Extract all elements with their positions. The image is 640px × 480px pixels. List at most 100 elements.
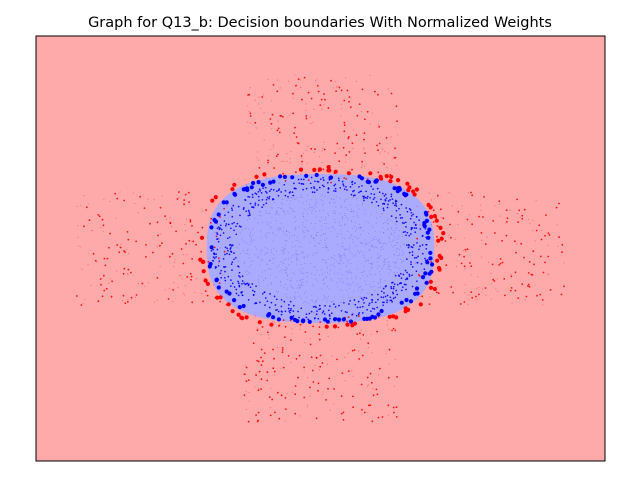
class0-point	[171, 252, 174, 255]
class1-point	[326, 267, 328, 270]
class0-point	[437, 292, 440, 295]
class1-point	[266, 248, 268, 250]
boundary-point	[210, 198, 215, 203]
class0-point	[377, 149, 379, 152]
class1-point	[340, 229, 342, 231]
class1-point	[340, 277, 342, 280]
class0-point	[338, 322, 340, 324]
class0-point	[342, 146, 345, 149]
class1-point	[286, 240, 288, 242]
class1-point	[322, 299, 324, 301]
class1-point	[259, 253, 261, 255]
class1-point	[302, 188, 304, 191]
class1-point	[359, 306, 362, 309]
class1-point	[290, 256, 292, 259]
class0-point	[548, 234, 551, 236]
class1-point	[258, 284, 260, 286]
class0-point	[303, 370, 305, 372]
class0-point	[494, 232, 496, 234]
class1-point	[388, 237, 390, 239]
class1-point	[393, 239, 395, 241]
class0-point	[510, 273, 512, 275]
class1-point	[275, 250, 278, 252]
class1-point	[342, 246, 344, 248]
class1-point	[302, 281, 304, 283]
class1-point	[363, 302, 365, 304]
class1-point	[344, 224, 346, 226]
class0-point	[497, 290, 499, 292]
class1-point	[247, 270, 249, 272]
class1-point	[339, 256, 341, 258]
class1-point	[279, 271, 281, 273]
class1-point	[402, 243, 404, 245]
class1-point	[335, 282, 338, 284]
class1-point	[316, 269, 318, 271]
class1-point	[296, 287, 298, 289]
class1-point	[344, 206, 346, 208]
class0-point	[297, 78, 300, 80]
class0-point	[334, 81, 336, 83]
class1-point	[210, 249, 213, 252]
class1-point	[396, 293, 399, 296]
class1-point	[285, 293, 287, 295]
class0-point	[294, 126, 296, 129]
boundary-point	[413, 291, 418, 296]
class1-point	[330, 312, 333, 315]
class0-point	[392, 406, 395, 409]
class1-point	[363, 252, 365, 254]
class1-point	[300, 183, 303, 185]
class0-point	[335, 86, 337, 88]
class0-point	[347, 137, 350, 140]
class0-point	[558, 236, 560, 239]
class1-point	[358, 287, 360, 289]
class1-point	[343, 248, 345, 250]
class0-point	[281, 347, 284, 349]
class1-point	[301, 271, 303, 273]
class1-point	[229, 248, 232, 250]
class0-point	[276, 347, 278, 349]
class0-point	[516, 213, 519, 215]
class0-point	[388, 348, 391, 351]
boundary-point	[425, 230, 430, 235]
class0-point	[523, 208, 526, 211]
class1-point	[408, 244, 411, 247]
class1-point	[416, 280, 418, 283]
class0-point	[378, 367, 381, 370]
class1-point	[247, 248, 249, 250]
class0-point	[499, 262, 502, 265]
class1-point	[402, 261, 404, 263]
class1-point	[379, 265, 381, 267]
class0-point	[563, 285, 565, 288]
class1-point	[287, 307, 290, 310]
class1-point	[293, 295, 295, 297]
class1-point	[305, 187, 308, 190]
class1-point	[330, 231, 332, 233]
boundary-point	[423, 271, 428, 276]
class0-point	[177, 287, 179, 289]
class0-point	[307, 91, 310, 94]
boundary-point	[352, 321, 357, 326]
class0-point	[184, 230, 187, 232]
class0-point	[541, 299, 544, 301]
class1-point	[375, 222, 377, 224]
class1-point	[327, 188, 330, 190]
class1-point	[282, 246, 284, 249]
class1-point	[346, 248, 348, 250]
class1-point	[395, 289, 398, 292]
class0-point	[523, 256, 525, 259]
class1-point	[386, 299, 388, 302]
class0-point	[255, 374, 257, 377]
boundary-point	[387, 314, 392, 319]
class0-point	[81, 268, 83, 270]
class1-point	[247, 209, 250, 212]
class0-point	[301, 98, 303, 101]
class1-point	[280, 281, 282, 284]
class0-point	[286, 392, 288, 394]
class1-point	[312, 237, 314, 239]
class1-point	[292, 272, 294, 274]
class1-point	[336, 233, 338, 235]
class1-point	[298, 269, 301, 271]
class1-point	[279, 227, 281, 230]
class1-point	[268, 306, 271, 309]
